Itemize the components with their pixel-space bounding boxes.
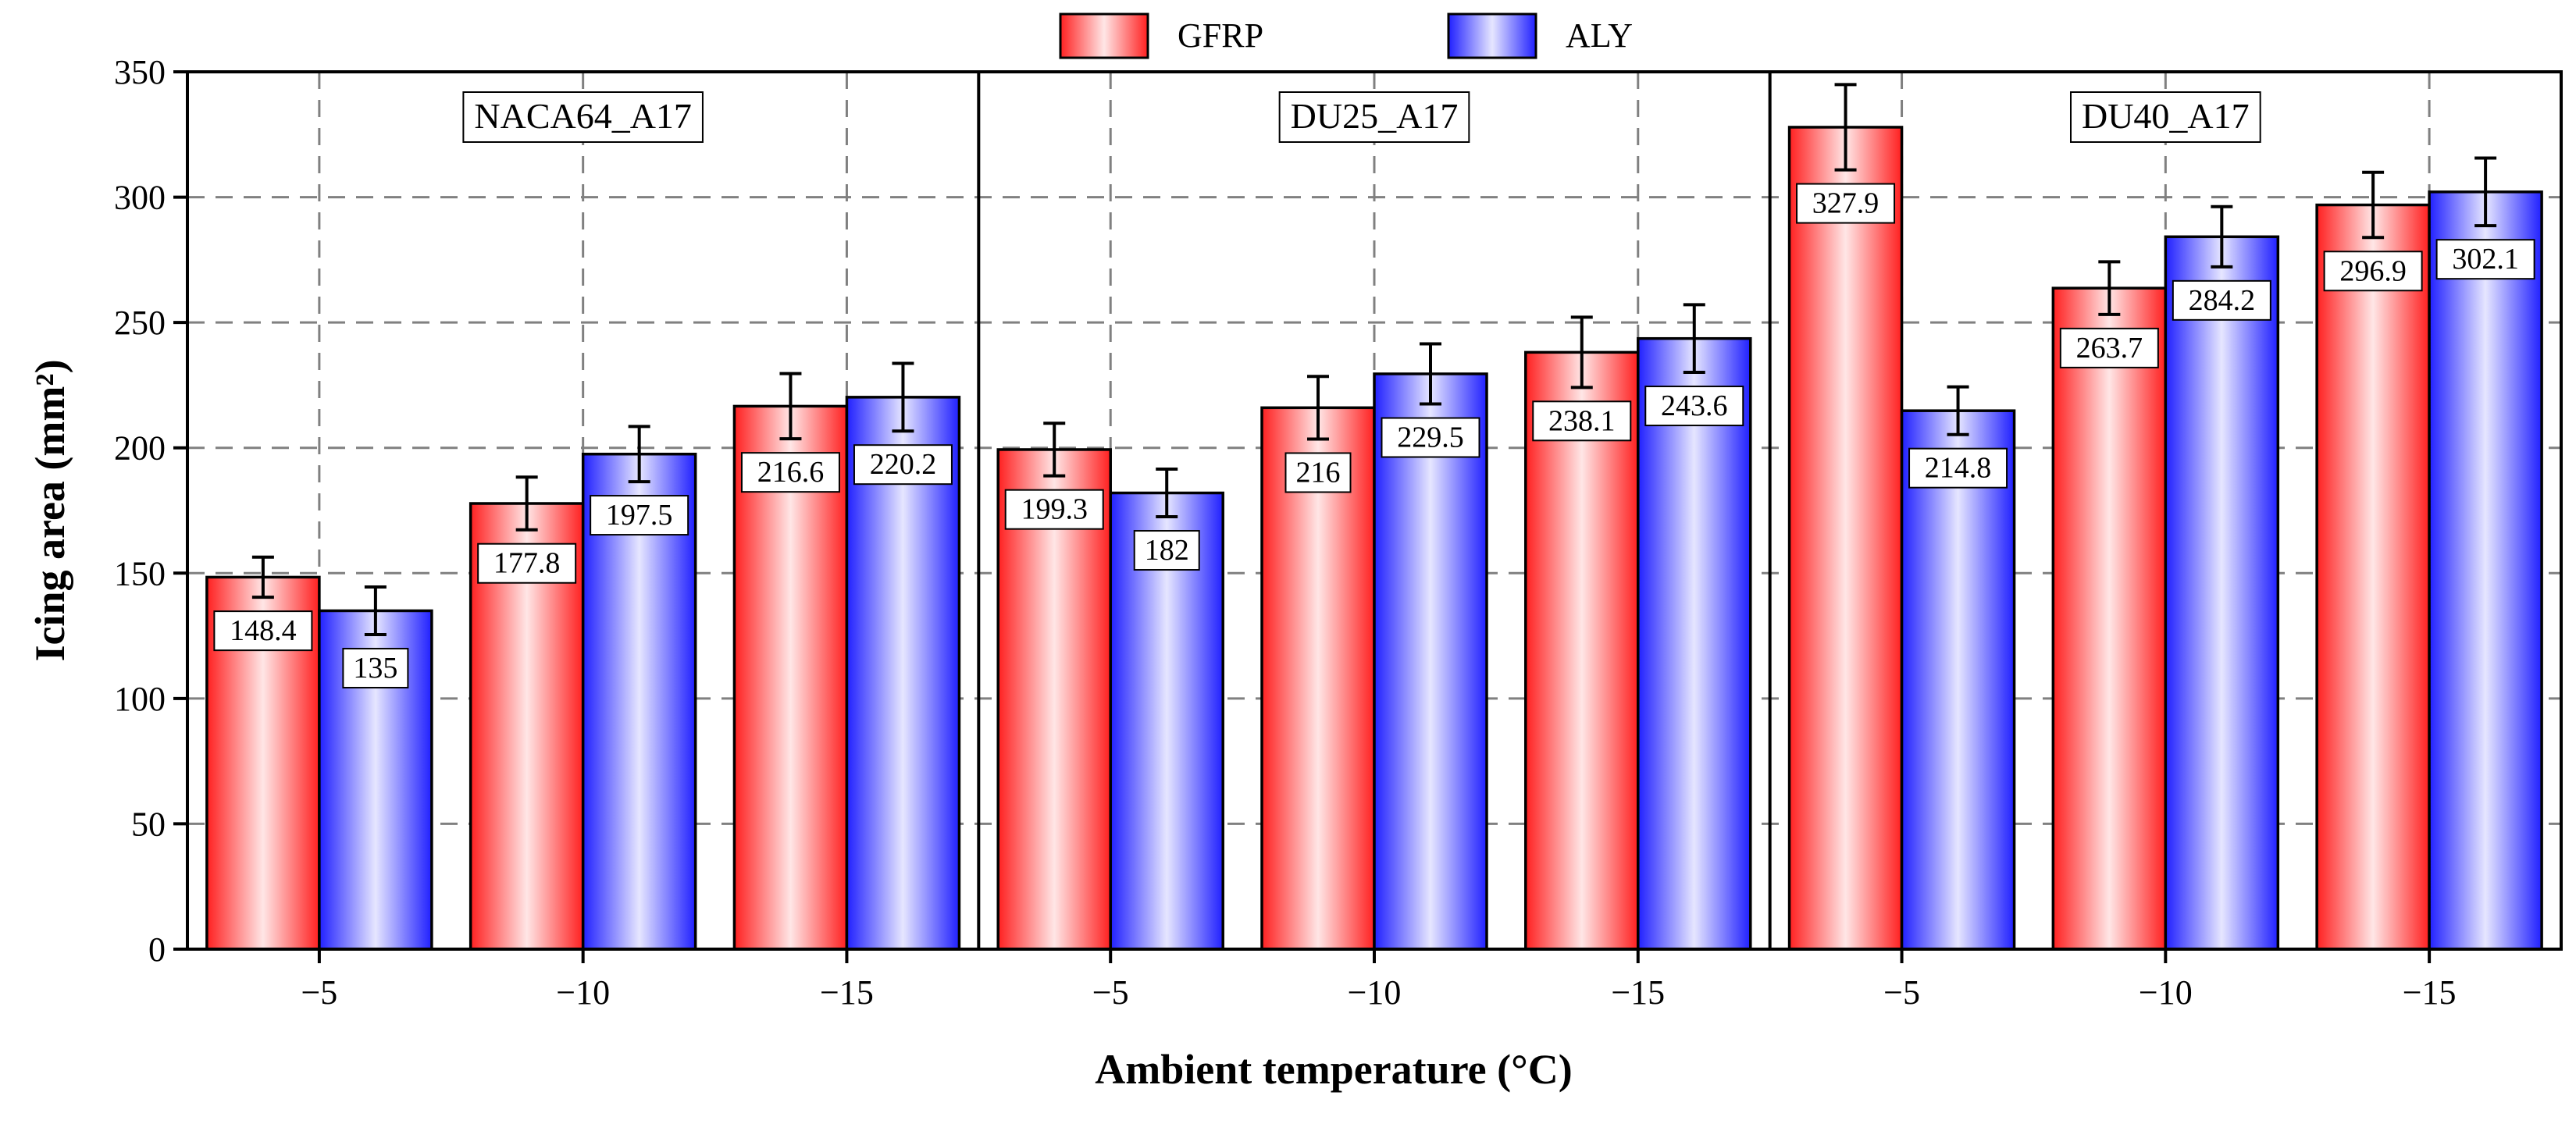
x-tick-label: −5: [1092, 973, 1129, 1012]
panel-layer: NACA64_A17 DU25_A17 DU40_A17: [462, 72, 2261, 949]
bar-aly: [1373, 372, 1488, 951]
y-tick-label: 100: [114, 680, 166, 718]
y-tick-label: 0: [148, 930, 166, 969]
data-label-gfrp: 216: [1296, 456, 1341, 489]
panel-label: DU40_A17: [2069, 91, 2261, 143]
panel-label-box: [462, 91, 704, 143]
data-label-box-aly: [342, 647, 409, 688]
x-tick-label: −15: [2403, 973, 2457, 1012]
x-tick-label: −10: [1348, 973, 1402, 1012]
data-label-gfrp: 327.9: [1812, 187, 1879, 220]
data-label-box-aly: [1133, 530, 1200, 571]
bar-gfrp: [1787, 126, 1904, 951]
panel-label-box: [1278, 91, 1470, 143]
data-label-box-gfrp: [1284, 452, 1352, 493]
data-label-aly: 135: [353, 652, 397, 685]
x-tick-label: −5: [1883, 973, 1920, 1012]
data-label-gfrp: 177.8: [493, 547, 561, 580]
data-label-gfrp: 238.1: [1548, 404, 1616, 437]
data-label-box-gfrp: [2059, 327, 2159, 368]
panel-label: NACA64_A17: [462, 91, 704, 143]
y-tick-label: 50: [131, 805, 166, 843]
panel-label-box: [2069, 91, 2261, 143]
x-tick-label: −10: [556, 973, 610, 1012]
bar-aly: [1637, 336, 1752, 951]
x-tick-label: −5: [301, 973, 337, 1012]
x-axis-title: Ambient temperature (°C): [1095, 1046, 1572, 1093]
data-label-gfrp: 199.3: [1021, 493, 1088, 526]
data-label-aly: 220.2: [870, 448, 937, 481]
data-label-box-gfrp: [1796, 183, 1896, 224]
axes-layer: 0 50 100 150 200 250 300 350 −5 −10 −15 −5 −10 −15 −5 −…: [114, 53, 2457, 1012]
data-label-aly: 302.1: [2452, 243, 2519, 276]
panel-label-text: DU40_A17: [2082, 96, 2250, 136]
x-tick-label: −10: [2139, 973, 2193, 1012]
data-label-box-aly: [2172, 279, 2271, 321]
y-tick-label: 200: [114, 429, 166, 468]
panel-label-text: DU25_A17: [1291, 96, 1459, 136]
y-tick-label: 150: [114, 554, 166, 592]
data-label-gfrp: 296.9: [2339, 254, 2407, 287]
data-label-box-gfrp: [1532, 400, 1632, 442]
bar-gfrp: [732, 404, 849, 951]
data-label-aly: 182: [1145, 534, 1189, 567]
data-label-gfrp: 263.7: [2076, 332, 2143, 365]
data-label-gfrp: 148.4: [230, 614, 297, 647]
bars-layer: 148.4 135 177.8 197.5 216.6 220.2 199.3 182 216 2…: [205, 83, 2543, 951]
panel-label-text: NACA64_A17: [474, 96, 692, 136]
data-label-box-aly: [2435, 239, 2535, 280]
y-tick-label: 350: [114, 53, 166, 91]
bar-aly: [845, 396, 961, 951]
legend: GFRP ALY: [1059, 12, 1633, 59]
data-label-box-gfrp: [2323, 251, 2423, 292]
legend-swatch-aly: [1447, 12, 1537, 59]
data-label-gfrp: 216.6: [757, 456, 825, 489]
data-label-aly: 284.2: [2189, 284, 2256, 317]
legend-label-aly: ALY: [1566, 16, 1633, 55]
data-label-aly: 243.6: [1661, 389, 1728, 422]
legend-label-gfrp: GFRP: [1178, 16, 1263, 55]
y-axis-title: Icing area (mm²): [27, 359, 73, 661]
data-label-box-gfrp: [740, 452, 840, 493]
data-label-box-aly: [1644, 386, 1744, 427]
data-label-box-gfrp: [477, 542, 577, 584]
data-label-box-aly: [853, 444, 953, 486]
data-label-box-gfrp: [213, 610, 313, 652]
data-label-box-aly: [1908, 447, 2008, 489]
bar-gfrp: [996, 448, 1112, 951]
legend-swatch-gfrp: [1059, 12, 1149, 59]
y-tick-label: 250: [114, 304, 166, 342]
x-tick-label: −15: [1611, 973, 1665, 1012]
data-label-aly: 229.5: [1397, 422, 1464, 454]
bar-aly: [2164, 235, 2280, 951]
data-label-aly: 214.8: [1925, 452, 1992, 485]
bar-aly: [1900, 409, 2016, 951]
bar-gfrp: [1524, 350, 1640, 951]
data-label-box-gfrp: [1004, 489, 1104, 530]
bar-aly: [2428, 190, 2543, 951]
data-label-box-aly: [1381, 417, 1480, 458]
panel-label: DU25_A17: [1278, 91, 1470, 143]
bar-gfrp: [2315, 203, 2431, 951]
bar-gfrp: [2051, 286, 2168, 951]
data-label-box-aly: [590, 495, 689, 536]
bar-aly: [581, 452, 697, 951]
data-label-aly: 197.5: [606, 499, 673, 532]
bar-gfrp: [1260, 406, 1376, 951]
y-tick-label: 300: [114, 179, 166, 217]
x-tick-label: −15: [820, 973, 874, 1012]
